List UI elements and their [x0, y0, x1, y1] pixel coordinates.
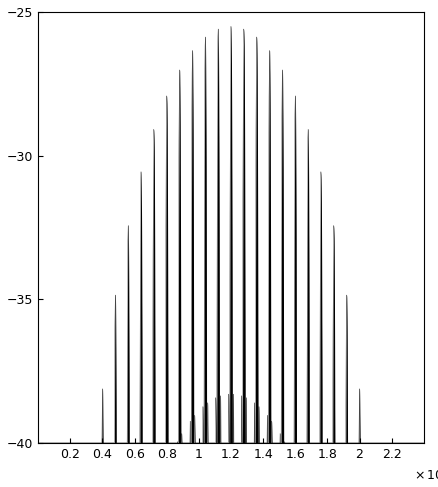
X-axis label: $\times\,10^4$: $\times\,10^4$	[414, 467, 438, 483]
